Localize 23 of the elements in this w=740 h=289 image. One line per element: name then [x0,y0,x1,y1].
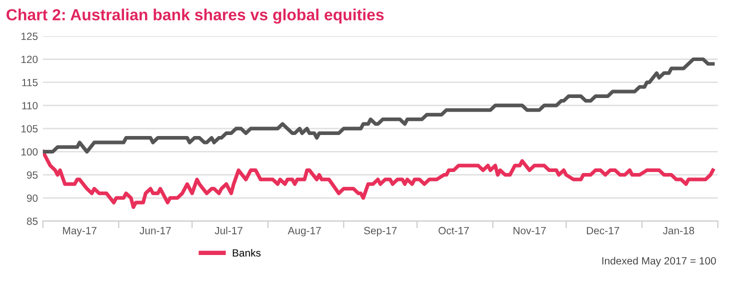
line-series [42,150,715,210]
text: Indexed May 2017 = 100 [602,256,716,267]
chart-title: Chart 2: Australian bank shares vs global equities [6,8,384,24]
y-tick-label: 120 [21,56,38,64]
x-tick-label: May-17 [63,227,96,236]
x-tick-label: Aug-17 [288,227,321,236]
y-tick-label: 90 [26,194,38,202]
x-tick-label: Jul-17 [214,226,242,234]
x-tick-label: Dec-17 [586,227,620,234]
x-tick-label: Oct-17 [438,226,469,234]
x-tick-label: Jan-18 [662,226,694,234]
y-tick-label: 95 [26,171,38,179]
line-series [42,57,715,154]
x-tick-label: Sep-17 [364,226,397,236]
legend-label: Banks [232,248,261,257]
y-tick-label: 115 [22,78,38,86]
x-tick-label: Jun-17 [140,227,171,234]
y-tick-label: 125 [21,32,38,40]
y-tick-label: 100 [21,148,38,156]
y-tick-label: 105 [21,125,38,132]
y-tick-label: 110 [22,102,38,110]
y-tick-label: 85 [26,218,38,225]
x-tick-label: Nov-17 [514,227,546,234]
